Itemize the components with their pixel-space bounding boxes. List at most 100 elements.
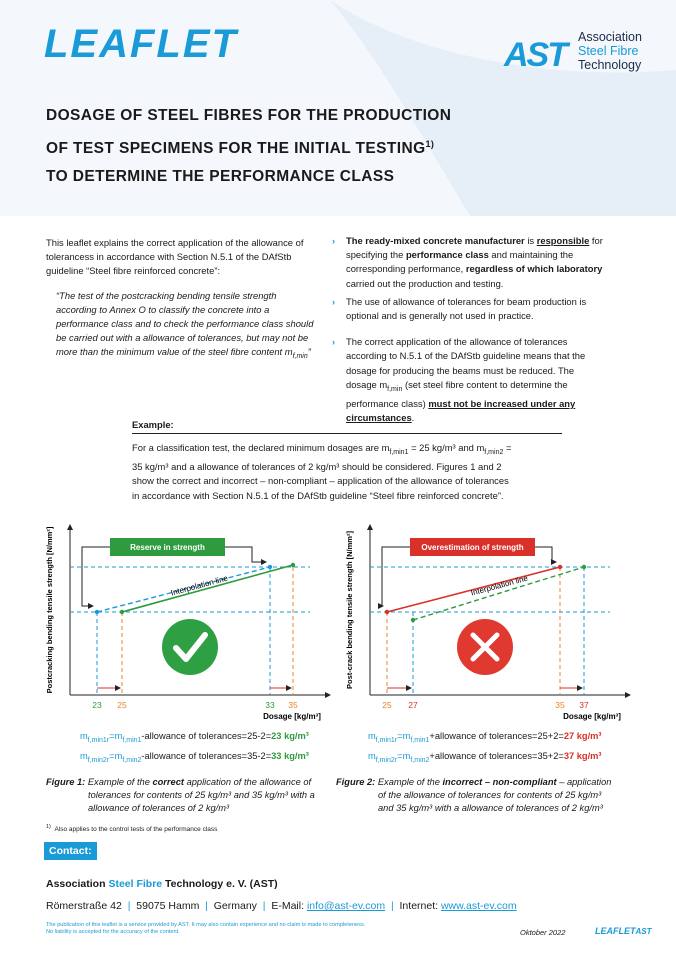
point bbox=[581, 564, 587, 570]
check-mark bbox=[173, 632, 208, 662]
label-box-text: Overestimation of strength bbox=[421, 543, 523, 552]
pointer bbox=[535, 546, 557, 565]
text: Example of the bbox=[375, 777, 443, 787]
formula-part: +allowance of tolerances= bbox=[429, 731, 538, 741]
interpolation-line-dashed bbox=[412, 566, 585, 621]
example-text: For a classification test, the declared … bbox=[132, 441, 517, 503]
formula-part: m bbox=[80, 751, 88, 761]
text: Figure 1: bbox=[46, 777, 86, 787]
bullet: › The use of allowance of tolerances for … bbox=[332, 295, 607, 323]
point bbox=[119, 609, 125, 615]
heading: DOSAGE OF STEEL FIBRES FOR THE PRODUCTIO… bbox=[46, 102, 451, 191]
text: . bbox=[411, 412, 415, 424]
y-axis-label: Postcracking bending tensile strength [N… bbox=[45, 526, 54, 693]
interpolation-line bbox=[386, 566, 561, 613]
point bbox=[557, 564, 563, 570]
heading-line: DOSAGE OF STEEL FIBRES FOR THE PRODUCTIO… bbox=[46, 107, 452, 124]
heading-line: TO DETERMINE THE PERFORMANCE CLASS bbox=[46, 168, 395, 186]
pointer bbox=[378, 546, 410, 609]
formula: mf,min1r=mf,min1+allowance of tolerances… bbox=[368, 731, 602, 744]
text: (set steel fibre content to determine th… bbox=[346, 378, 568, 409]
text: carried out the production and testing. bbox=[346, 277, 504, 289]
formula-part: =m bbox=[397, 731, 411, 741]
email-link[interactable]: info@ast-ev.com bbox=[306, 900, 386, 912]
figures: Postcracking bending tensile strength [N… bbox=[45, 524, 631, 721]
formula-part: -allowance of tolerances= bbox=[141, 751, 248, 761]
address: Römerstraße 42 | 59075 Hamm | Germany | … bbox=[46, 900, 517, 912]
formula: mf,min1r=mf,min1-allowance of tolerances… bbox=[80, 731, 309, 744]
caption: Figure 1: Example of the correct applica… bbox=[46, 776, 321, 815]
footnote: 1) Also applies to the control tests of … bbox=[46, 824, 217, 833]
footnote-mark: 1) bbox=[46, 824, 51, 830]
bullet: › The correct application of the allowanc… bbox=[332, 335, 607, 425]
formula-part: -allowance of tolerances= bbox=[141, 731, 248, 741]
interpolation-line bbox=[121, 564, 294, 613]
formula-part: f,min1r bbox=[87, 736, 110, 744]
text: and maintaining the corresponding perfor… bbox=[346, 249, 574, 275]
text: Internet: bbox=[399, 900, 441, 912]
x-tick-label: 35 bbox=[288, 700, 298, 710]
point bbox=[410, 617, 416, 623]
footnote-mark: 1) bbox=[425, 139, 435, 149]
x-axis-label: Dosage [kg/m³] bbox=[263, 712, 321, 721]
logo-line: Association bbox=[578, 30, 642, 44]
formula-part: f,min1 bbox=[410, 736, 430, 744]
sub: f,min bbox=[292, 353, 308, 361]
point bbox=[267, 564, 273, 570]
x-tick-label: 25 bbox=[117, 700, 127, 710]
text: The ready-mixed concrete manufacturer bbox=[346, 235, 525, 246]
disclaimer-line: The publication of this leaflet is a ser… bbox=[46, 922, 366, 928]
text: Example of the bbox=[85, 777, 153, 787]
footnote-text: Also applies to the control tests of the… bbox=[54, 826, 218, 834]
left-column: This leaflet explains the correct applic… bbox=[46, 236, 316, 365]
separator: | bbox=[262, 900, 266, 912]
cross-mark bbox=[470, 632, 500, 662]
formula-part: =m bbox=[397, 751, 411, 761]
text: is bbox=[524, 235, 537, 246]
heading-text: OF TEST SPECIMENS FOR THE INITIAL TESTIN… bbox=[46, 140, 426, 158]
text: performance class bbox=[405, 249, 489, 261]
text: = 35 kg/m³ and a allowance of tolerances… bbox=[132, 442, 512, 501]
logo-line: Technology bbox=[578, 58, 642, 72]
formula-part: =m bbox=[109, 731, 123, 741]
formula-part: f,min2 bbox=[122, 756, 142, 764]
formula-part: 35-2= bbox=[247, 751, 272, 761]
formula-part: 25-2= bbox=[247, 731, 272, 741]
text: regardless of which laboratory bbox=[465, 263, 603, 275]
formula-part: m bbox=[80, 731, 88, 741]
x-tick-label: 25 bbox=[382, 700, 392, 710]
logo: AST Association Steel Fibre Technology bbox=[495, 30, 655, 74]
status-icon bbox=[162, 619, 218, 675]
web-link[interactable]: www.ast-ev.com bbox=[440, 900, 517, 912]
formula-part: f,min1r bbox=[375, 736, 398, 744]
formula-part: m bbox=[368, 731, 376, 741]
example-title: Example: bbox=[132, 418, 562, 435]
organization: Association Steel Fibre Technology e. V.… bbox=[46, 878, 278, 890]
bullet-arrow: › bbox=[332, 235, 336, 246]
caption: Figure 2: Example of the incorrect – non… bbox=[336, 776, 616, 815]
footer-mark: LEAFLETAST bbox=[595, 926, 652, 936]
x-tick-label: 23 bbox=[92, 700, 102, 710]
bullet: › The ready-mixed concrete manufacturer i… bbox=[332, 234, 607, 291]
text: Technology e. V. (AST) bbox=[162, 878, 278, 890]
formula-part: =m bbox=[109, 751, 123, 761]
example: Example: For a classification test, the … bbox=[132, 418, 562, 503]
formula-part: 25+2= bbox=[537, 731, 564, 741]
formula: mf,min2r=mf,min2-allowance of tolerances… bbox=[80, 751, 309, 764]
formula-part: 35+2= bbox=[537, 751, 564, 761]
title: LEAFLET bbox=[44, 22, 238, 66]
x-axis-label: Dosage [kg/m³] bbox=[563, 712, 621, 721]
text: AST bbox=[635, 927, 652, 936]
formula-part: f,min2 bbox=[410, 756, 430, 764]
text: The use of allowance of tolerances for b… bbox=[346, 295, 587, 322]
text: incorrect – non-compliant bbox=[442, 777, 557, 787]
x-tick-label: 35 bbox=[555, 700, 565, 710]
y-axis-label: Post-crack bending tensile strength [N/m… bbox=[345, 531, 354, 689]
text: For a classification test, the declared … bbox=[132, 442, 390, 454]
text: The correct application of the allowance… bbox=[346, 336, 586, 390]
text: application of the allowance of toleranc… bbox=[88, 777, 315, 813]
label-box-text: Reserve in strength bbox=[130, 543, 205, 552]
text: responsible bbox=[536, 235, 590, 246]
logo-mark: AST bbox=[503, 36, 573, 74]
formula-part: f,min2r bbox=[87, 756, 110, 764]
